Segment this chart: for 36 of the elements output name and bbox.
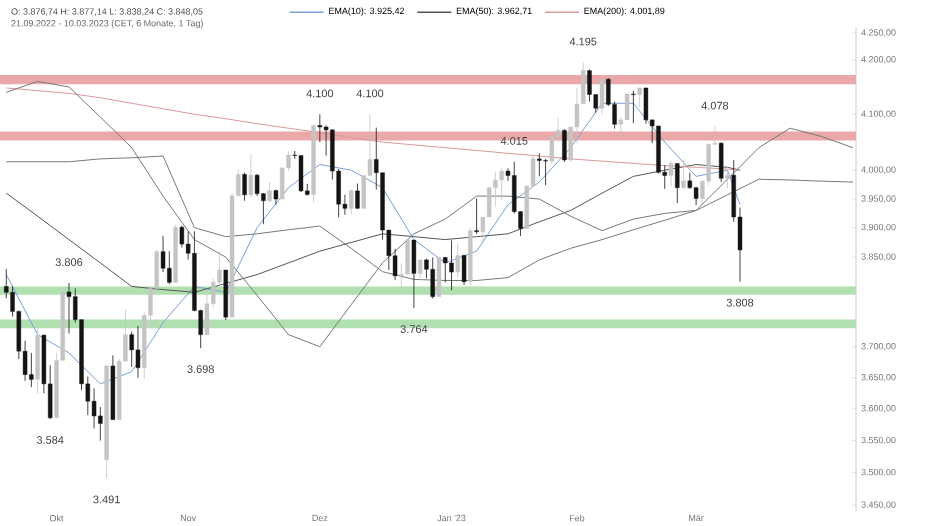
candlestick bbox=[461, 254, 467, 286]
candlestick bbox=[242, 172, 247, 202]
candlestick bbox=[267, 181, 272, 203]
candlestick bbox=[725, 169, 730, 189]
candlestick bbox=[675, 163, 680, 204]
candlestick bbox=[417, 259, 423, 281]
candlestick bbox=[254, 173, 260, 197]
candlestick bbox=[298, 155, 304, 193]
candlestick bbox=[455, 243, 460, 278]
line-series bbox=[5, 87, 741, 171]
candlestick bbox=[411, 239, 417, 309]
candlestick bbox=[599, 77, 605, 115]
candlestick bbox=[631, 90, 636, 124]
candlestick bbox=[35, 328, 40, 394]
candlestick bbox=[135, 325, 141, 379]
candlestick bbox=[643, 87, 649, 125]
candlestick bbox=[668, 160, 674, 187]
line-series bbox=[5, 80, 854, 348]
candlestick bbox=[449, 240, 454, 291]
candlestick bbox=[355, 183, 360, 210]
candlestick bbox=[223, 269, 228, 321]
candlestick bbox=[543, 158, 548, 186]
line-series bbox=[5, 164, 741, 293]
candlestick bbox=[430, 257, 435, 299]
candlestick bbox=[562, 128, 567, 163]
candlestick bbox=[348, 189, 354, 215]
candlestick bbox=[436, 257, 442, 297]
candlestick bbox=[718, 141, 724, 183]
candlestick bbox=[474, 198, 479, 235]
candlestick bbox=[587, 69, 592, 103]
candlestick bbox=[537, 152, 542, 177]
candlestick bbox=[499, 167, 504, 202]
candlestick bbox=[681, 159, 686, 190]
candlestick bbox=[637, 87, 642, 108]
candlestick bbox=[248, 154, 254, 198]
candlestick bbox=[66, 282, 72, 334]
